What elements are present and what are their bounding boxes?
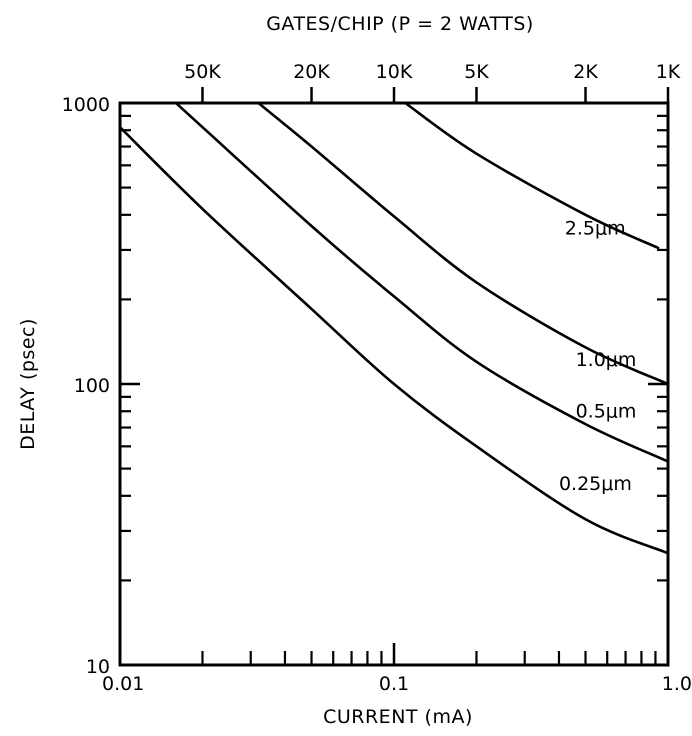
axis-ticks xyxy=(118,87,670,667)
series-curve xyxy=(257,101,670,386)
top-axis-tick-label: 5K xyxy=(464,61,489,83)
top-axis-title: GATES/CHIP (P = 2 WATTS) xyxy=(266,13,534,35)
series-curve xyxy=(174,101,670,463)
x-tick-label: 0.01 xyxy=(102,673,144,695)
y-tick-label: 100 xyxy=(74,375,110,397)
curve-label: 2.5μm xyxy=(565,218,626,240)
top-axis-tick-label: 20K xyxy=(293,61,330,83)
top-axis-tick-label: 1K xyxy=(656,61,681,83)
series-curve xyxy=(404,101,660,250)
top-axis-tick-label: 2K xyxy=(573,61,598,83)
axis-labels: 0.01 0.1 1.0 10 100 1000 50K 20K 10K 5K 2K 1K 2.5μm 1… xyxy=(62,61,692,695)
series-curve xyxy=(118,125,670,555)
curve-label: 1.0μm xyxy=(576,349,637,371)
x-tick-label: 1.0 xyxy=(662,673,692,695)
y-axis-title: DELAY (psec) xyxy=(17,318,39,450)
y-tick-label: 1000 xyxy=(62,94,110,116)
top-axis-tick-label: 10K xyxy=(376,61,413,83)
y-tick-label: 10 xyxy=(86,656,110,678)
x-axis-title: CURRENT (mA) xyxy=(323,706,473,728)
curve-label: 0.5μm xyxy=(576,400,637,422)
top-axis-tick-label: 50K xyxy=(184,61,221,83)
series-curves xyxy=(118,101,670,555)
curve-label: 0.25μm xyxy=(559,473,632,495)
x-tick-label: 0.1 xyxy=(379,673,409,695)
